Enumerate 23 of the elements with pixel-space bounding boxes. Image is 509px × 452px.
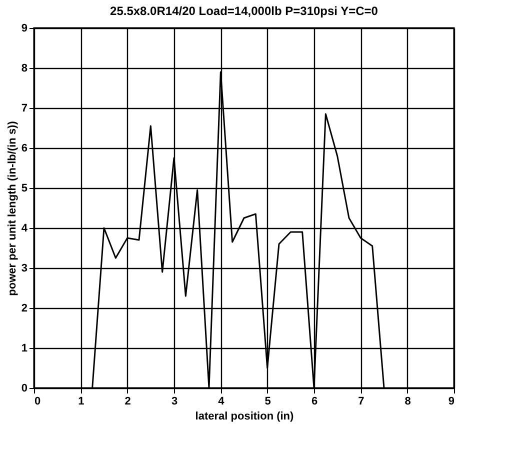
- y-tick-label: 3: [21, 262, 28, 274]
- y-tick-label: 7: [21, 102, 28, 114]
- x-axis-title: lateral position (in): [195, 410, 294, 422]
- x-tick-label: 9: [448, 396, 454, 408]
- x-tick-label: 4: [218, 396, 226, 408]
- x-tick-label: 3: [171, 396, 178, 408]
- x-tick-label: 7: [358, 396, 364, 408]
- x-tick-label: 0: [34, 396, 41, 408]
- x-tick-label: 8: [404, 396, 411, 408]
- y-tick-label: 0: [21, 382, 28, 394]
- y-tick-label: 4: [21, 222, 28, 234]
- x-tick-label: 5: [264, 396, 271, 408]
- y-tick-label: 9: [21, 22, 28, 34]
- y-tick-label: 6: [21, 142, 28, 154]
- y-tick-label: 5: [21, 182, 28, 194]
- y-tick-label: 8: [21, 62, 28, 74]
- x-tick-label: 1: [78, 396, 84, 408]
- y-tick-label: 1: [21, 342, 28, 354]
- y-axis-title: power per unit length (in-lb/(in s)): [6, 120, 18, 296]
- chart-title: 25.5x8.0R14/20 Load=14,000lb P=310psi Y=C=0: [110, 4, 378, 18]
- x-tick-label: 2: [124, 396, 131, 408]
- y-tick-label: 2: [21, 302, 28, 314]
- x-tick-label: 6: [311, 396, 318, 408]
